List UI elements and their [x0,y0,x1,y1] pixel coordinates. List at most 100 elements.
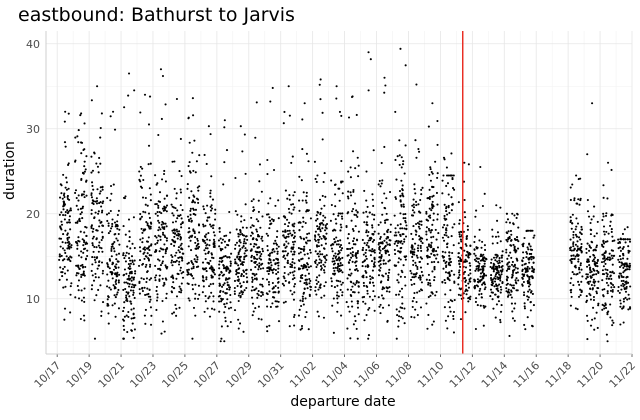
data-point [349,274,352,277]
data-point [288,114,291,117]
data-point [601,218,604,222]
data-point [170,275,173,279]
data-point [523,307,526,310]
data-point [110,249,113,252]
data-point [363,242,366,245]
data-point [123,281,126,284]
data-point [333,260,336,263]
data-point [149,227,152,230]
data-point [245,268,248,271]
data-point [384,84,387,87]
data-point [621,247,624,250]
data-point [604,262,607,265]
data-point [143,93,147,96]
data-point [297,252,301,255]
data-point [240,273,243,276]
data-point [531,255,535,259]
data-point [506,218,510,221]
data-point [86,249,89,252]
data-point [508,221,511,224]
data-point [318,225,321,229]
data-point [464,311,467,314]
data-point [451,176,454,180]
data-point [177,249,180,252]
data-point [367,239,370,242]
data-point [460,240,463,243]
data-point [201,238,204,241]
data-point [446,224,449,227]
data-point [261,285,264,288]
data-point [176,217,179,220]
data-point [591,274,594,277]
data-point [144,255,147,258]
data-point [606,240,609,243]
data-point [68,215,71,218]
data-point [371,281,375,284]
data-point [241,291,245,294]
data-point [334,193,337,196]
data-point [243,219,246,222]
data-point [496,276,499,279]
data-point [218,230,221,233]
data-point [396,224,399,227]
data-point [457,293,460,296]
data-point [98,192,101,195]
data-point [346,212,349,215]
data-point [586,338,589,341]
data-point [308,232,311,235]
data-point [318,250,321,253]
data-point [83,287,86,290]
data-point [352,150,355,153]
data-point [354,268,357,271]
data-point [253,274,256,277]
data-point [320,237,323,240]
data-point [430,245,433,249]
data-point [602,304,606,307]
data-point [445,207,448,210]
data-point [418,227,421,230]
data-point [292,246,295,249]
data-point [576,308,579,311]
data-point [585,273,588,276]
data-point [625,280,628,283]
data-point [170,243,173,246]
data-point [267,281,271,284]
data-point [381,201,384,204]
data-point [482,272,486,276]
data-point [318,198,322,201]
data-point [91,181,94,184]
data-point [569,219,572,222]
data-point [579,247,582,250]
data-point [443,306,446,309]
data-point [291,155,294,158]
data-point [572,236,575,239]
data-point [404,64,407,67]
data-point [128,230,131,233]
data-point [445,166,448,169]
data-point [399,275,402,278]
data-point [597,280,600,283]
data-point [164,103,167,106]
data-point [528,261,531,264]
data-point [145,247,148,250]
data-point [578,283,581,286]
data-point [593,256,597,259]
data-point [180,226,183,229]
data-point [569,216,572,219]
data-point [299,328,302,331]
data-point [478,293,481,296]
data-point [380,280,383,283]
data-point [123,257,126,260]
data-point [521,260,524,263]
x-tick-label: 10/29 [223,359,255,391]
data-point [338,268,341,271]
data-points [58,47,632,343]
data-point [569,249,572,252]
data-point [65,278,68,281]
data-point [143,257,146,260]
data-point [177,256,180,259]
data-point [143,286,146,289]
data-point [197,265,200,268]
data-point [529,283,532,286]
data-point [218,284,221,287]
